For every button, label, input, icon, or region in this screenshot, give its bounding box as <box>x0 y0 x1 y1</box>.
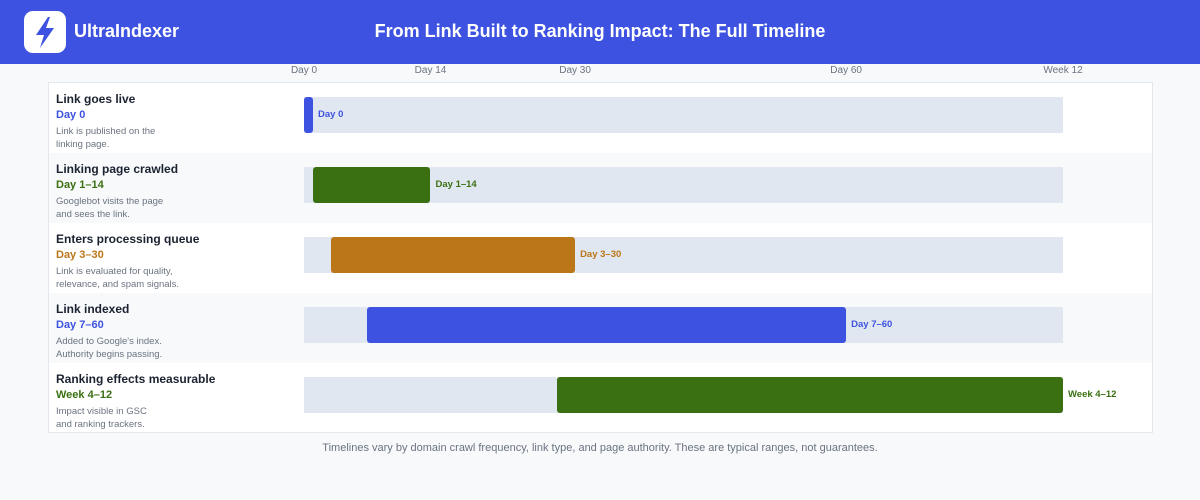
timeline-bar[interactable] <box>367 307 847 343</box>
timeline-track <box>304 167 1063 203</box>
stage-range: Day 7–60 <box>56 319 104 331</box>
stage-name: Ranking effects measurable <box>56 372 216 386</box>
timeline-bar[interactable] <box>313 167 431 203</box>
stage-description-line: relevance, and spam signals. <box>56 279 180 290</box>
stage-description-line: and sees the link. <box>56 209 130 220</box>
x-tick-label: Week 12 <box>1043 65 1083 76</box>
bar-data-label: Day 7–60 <box>851 319 893 330</box>
stage-description-line: Authority begins passing. <box>56 349 163 360</box>
timeline-bar[interactable] <box>557 377 1063 413</box>
logo[interactable] <box>24 11 66 53</box>
lightning-bolt-icon <box>36 17 54 48</box>
page-title: From Link Built to Ranking Impact: The F… <box>374 21 826 41</box>
bar-data-label: Day 0 <box>318 109 344 120</box>
x-tick-label: Day 0 <box>290 65 318 76</box>
stage-description: Impact visible in GSC and ranking tracker… <box>56 405 206 431</box>
header-bar: UltraIndexer From Link Built to Ranking … <box>0 0 1200 64</box>
stage-description-line: Link is evaluated for quality, <box>56 266 173 277</box>
stage-description: Link is evaluated for quality, relevance,… <box>56 265 206 291</box>
x-tick-label: Day 30 <box>559 65 591 76</box>
stage-range: Day 1–14 <box>56 179 104 191</box>
x-tick-label: Day 60 <box>830 65 862 76</box>
stage-description: Added to Google's index. Authority begins… <box>56 335 206 361</box>
stage-description-line: Impact visible in GSC <box>56 406 147 417</box>
timeline-row: Link indexed Day 7–60 Added to Google's in… <box>49 293 1152 363</box>
x-tick-label: Day 14 <box>414 65 447 76</box>
stage-description-line: and ranking trackers. <box>56 419 145 430</box>
footnote: Timelines vary by domain crawl frequency… <box>322 442 878 454</box>
stage-name: Enters processing queue <box>56 232 200 246</box>
brand-name[interactable]: UltraIndexer <box>74 21 180 41</box>
stage-name: Link indexed <box>56 302 130 316</box>
stage-description: Googlebot visits the page and sees the li… <box>56 195 206 221</box>
timeline-row: Enters processing queue Day 3–30 Link is e… <box>49 223 1152 293</box>
stage-name: Link goes live <box>56 92 136 106</box>
timeline-row: Linking page crawled Day 1–14 Googlebot vi… <box>49 153 1152 223</box>
stage-range: Day 3–30 <box>56 249 104 261</box>
stage-description-line: linking page. <box>56 139 110 150</box>
stage-description: Link is published on the linking page. <box>56 125 206 151</box>
timeline-track <box>304 97 1063 133</box>
stage-description-line: Googlebot visits the page <box>56 196 164 207</box>
stage-range: Day 0 <box>56 109 86 121</box>
bar-data-label: Day 1–14 <box>435 179 477 190</box>
bar-data-label: Week 4–12 <box>1068 389 1117 400</box>
timeline-row: Link goes live Day 0 Link is published on … <box>49 83 1152 153</box>
stage-range: Week 4–12 <box>56 389 113 401</box>
bar-data-label: Day 3–30 <box>580 249 622 260</box>
stage-description-line: Link is published on the <box>56 126 156 137</box>
timeline-bar[interactable] <box>304 97 313 133</box>
stage-name: Linking page crawled <box>56 162 179 176</box>
timeline-row: Ranking effects measurable Week 4–12 Impac… <box>49 363 1152 433</box>
stage-description-line: Added to Google's index. <box>56 336 162 347</box>
timeline-bar[interactable] <box>331 237 576 273</box>
